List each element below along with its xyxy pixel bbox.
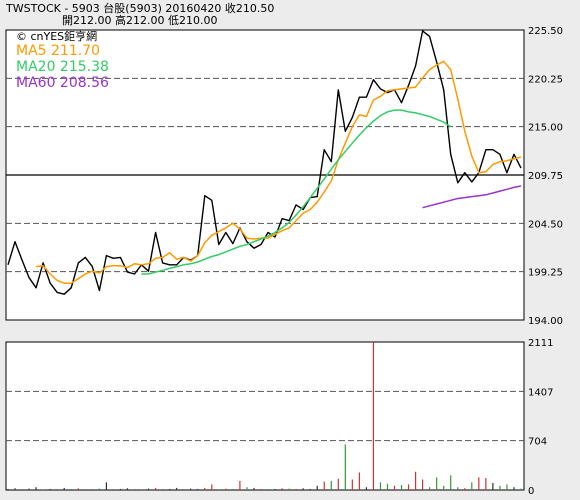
header-line-2: 開212.00 高212.00 低210.00 — [62, 13, 217, 27]
legend-ma20: MA20 215.38 — [16, 59, 109, 75]
volume-panel: 2111 1407 704 0 — [5, 338, 553, 497]
price-y-tick-labels: 225.50 220.25 215.00 209.75 204.50 199.25 194.… — [528, 26, 563, 327]
price-series-lines — [7, 30, 522, 295]
volume-y-tick-labels: 2111 1407 704 0 — [528, 338, 553, 497]
series-line-ma20 — [141, 109, 452, 275]
watermark: © cnYES鉅亨網 — [16, 29, 97, 43]
volume-y-tick-label: 0 — [528, 486, 534, 497]
series-line-ma5 — [36, 60, 522, 284]
legend-ma60: MA60 208.56 — [16, 75, 109, 91]
volume-bars — [7, 342, 522, 490]
price-panel: 225.50 220.25 215.00 209.75 204.50 199.25 194.… — [5, 26, 563, 327]
volume-y-tick-label: 704 — [528, 437, 547, 448]
volume-panel-frame — [5, 341, 525, 491]
header-line-1: TWSTOCK - 5903 台股(5903) 20160420 收210.50 — [5, 1, 274, 15]
series-line-ma60 — [422, 185, 522, 209]
price-y-tick-label: 209.75 — [528, 171, 563, 182]
volume-gridlines — [6, 390, 524, 442]
volume-y-tick-label: 1407 — [528, 387, 553, 398]
price-y-tick-label: 204.50 — [528, 219, 563, 230]
price-y-tick-label: 215.00 — [528, 123, 563, 134]
price-y-tick-label: 199.25 — [528, 268, 563, 279]
volume-y-tick-label: 2111 — [528, 338, 553, 349]
price-y-tick-label: 220.25 — [528, 74, 563, 85]
price-y-tick-label: 194.00 — [528, 316, 563, 327]
legend-ma5: MA5 211.70 — [16, 43, 100, 59]
price-y-tick-label: 225.50 — [528, 26, 563, 37]
